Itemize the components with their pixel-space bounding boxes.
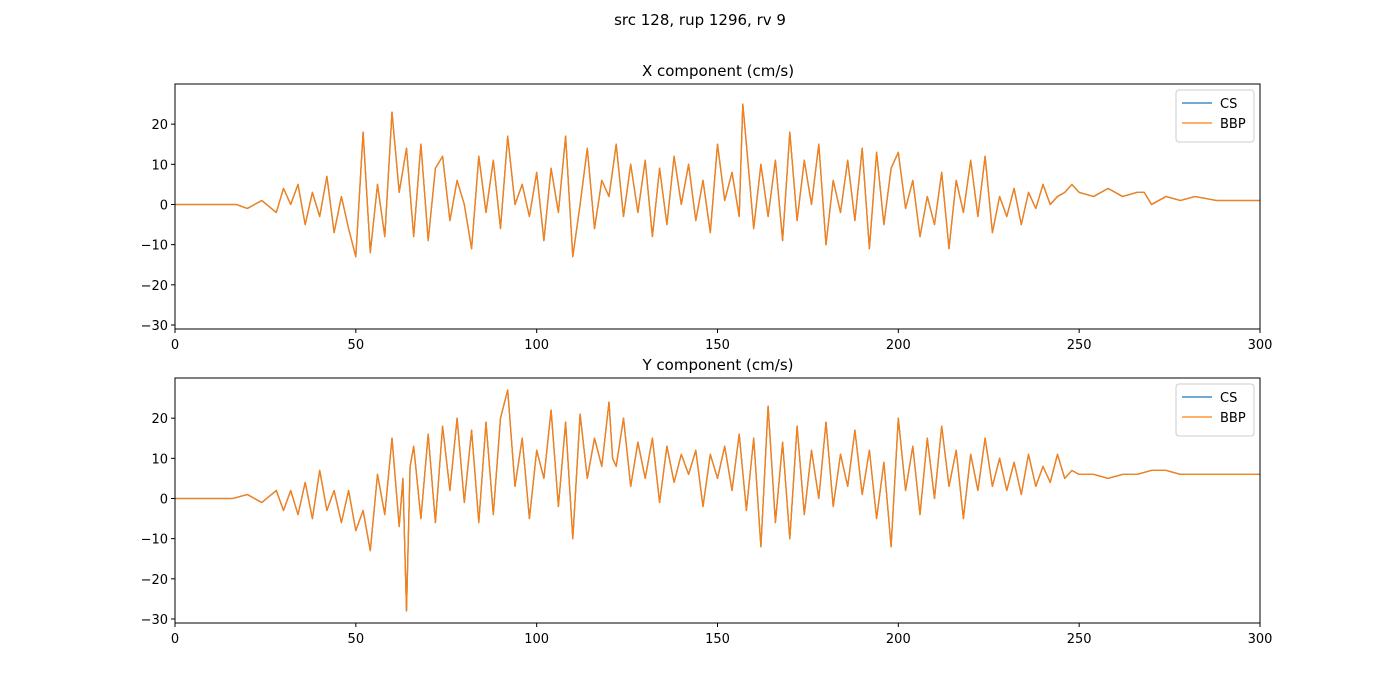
subplot-title-y: Y component (cm/s) <box>642 356 794 374</box>
series-line-cs <box>175 103 1260 258</box>
legend-label-cs: CS <box>1220 391 1237 406</box>
x-tick-label: 150 <box>705 338 730 353</box>
y-tick-label: 10 <box>151 158 168 173</box>
legend-box <box>1175 383 1255 437</box>
x-tick-label: 200 <box>886 632 911 647</box>
legend: CS BBP <box>1175 89 1255 143</box>
plot-frame <box>174 377 1261 624</box>
x-tick-label: 50 <box>348 632 365 647</box>
legend-label-cs: CS <box>1220 97 1237 112</box>
y-tick-label: 20 <box>151 412 168 427</box>
legend-label-bbp: BBP <box>1220 117 1246 132</box>
series-line-cs <box>175 389 1260 612</box>
y-tick-label: 0 <box>160 198 168 213</box>
legend-label-bbp: BBP <box>1220 411 1246 426</box>
subplot-title-x: X component (cm/s) <box>642 62 794 80</box>
y-tick-label: 0 <box>160 492 168 507</box>
y-tick-label: −10 <box>141 533 168 548</box>
x-tick-label: 50 <box>348 338 365 353</box>
x-tick-label: 100 <box>524 632 549 647</box>
y-tick-label: −30 <box>141 613 168 628</box>
series-line-bbp <box>175 389 1260 612</box>
subplot-x-component: X component (cm/s) 0 50 100 150 200 250 300−30… <box>141 62 1273 353</box>
x-tick-label: 300 <box>1248 338 1273 353</box>
figure-title: src 128, rup 1296, rv 9 <box>614 11 786 29</box>
legend-box <box>1175 89 1255 143</box>
x-tick-label: 0 <box>171 338 179 353</box>
y-tick-label: −20 <box>141 573 168 588</box>
subplot-y-component: Y component (cm/s) 0 50 100 150 200 250 300−30… <box>141 356 1273 647</box>
y-tick-label: −30 <box>141 319 168 334</box>
y-tick-label: 10 <box>151 452 168 467</box>
x-tick-label: 250 <box>1067 338 1092 353</box>
x-tick-label: 250 <box>1067 632 1092 647</box>
x-tick-label: 150 <box>705 632 730 647</box>
x-tick-label: 0 <box>171 632 179 647</box>
y-tick-label: 20 <box>151 118 168 133</box>
y-tick-label: −10 <box>141 239 168 254</box>
plot-frame <box>174 83 1261 330</box>
x-tick-label: 200 <box>886 338 911 353</box>
series-line-bbp <box>175 103 1260 258</box>
y-tick-label: −20 <box>141 279 168 294</box>
legend: CS BBP <box>1175 383 1255 437</box>
x-tick-label: 300 <box>1248 632 1273 647</box>
x-tick-label: 100 <box>524 338 549 353</box>
